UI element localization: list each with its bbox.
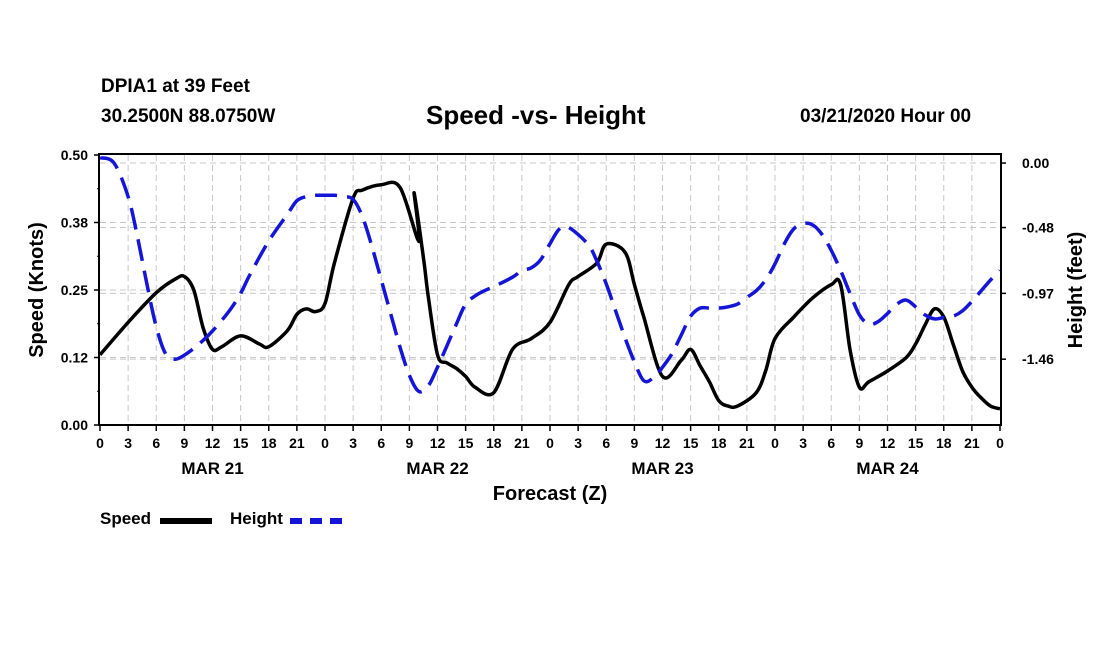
x-tick-label: 21 xyxy=(289,435,305,451)
x-day-label: MAR 24 xyxy=(856,459,919,478)
legend-speed-swatch xyxy=(160,518,212,524)
height-series-line xyxy=(99,155,1002,394)
x-tick-label: 9 xyxy=(855,435,863,451)
x-axis-label: Forecast (Z) xyxy=(493,483,607,505)
x-tick-label: 0 xyxy=(546,435,554,451)
x-tick-label: 0 xyxy=(321,435,329,451)
x-tick-label: 12 xyxy=(880,435,896,451)
forecast-datetime: 03/21/2020 Hour 00 xyxy=(800,106,972,127)
x-tick-label: 15 xyxy=(458,435,474,451)
x-tick-label: 0 xyxy=(96,435,104,451)
y-axis-label-left: Speed (Knots) xyxy=(26,222,48,358)
x-tick-label: 15 xyxy=(908,435,924,451)
y-tick-label-left: 0.50 xyxy=(61,147,88,163)
x-tick-label: 6 xyxy=(602,435,610,451)
x-tick-label: 9 xyxy=(630,435,638,451)
x-tick-label: 18 xyxy=(936,435,952,451)
x-tick-label: 21 xyxy=(964,435,980,451)
station-coordinates: 30.2500N 88.0750W xyxy=(101,106,276,127)
y-tick-label-right: -0.48 xyxy=(1022,220,1054,236)
x-tick-label: 18 xyxy=(261,435,277,451)
x-tick-label: 9 xyxy=(180,435,188,451)
y-tick-label-left: 0.38 xyxy=(61,215,88,231)
x-day-label: MAR 21 xyxy=(181,459,243,478)
station-name: DPIA1 at 39 Feet xyxy=(101,76,250,97)
y-tick-label-left: 0.00 xyxy=(61,417,88,433)
y-tick-label-left: 0.25 xyxy=(61,282,88,298)
x-tick-label: 3 xyxy=(349,435,357,451)
x-tick-label: 0 xyxy=(996,435,1004,451)
y-axis-label-right: Height (feet) xyxy=(1065,232,1087,349)
x-tick-label: 0 xyxy=(771,435,779,451)
x-tick-label: 12 xyxy=(205,435,221,451)
x-tick-label: 3 xyxy=(799,435,807,451)
legend-height-label: Height xyxy=(230,509,283,528)
speed-series-line xyxy=(98,180,1001,411)
axes: 0 3 6 9 12 15 18 21 0 3 6 9 12 15 18 21 0 3 6 9 12 15 18 21 0 3 6 9… xyxy=(61,147,1054,478)
y-tick-label-right: -0.97 xyxy=(1022,285,1054,301)
x-tick-label: 21 xyxy=(739,435,755,451)
y-tick-label-right: 0.00 xyxy=(1022,155,1049,171)
x-tick-label: 15 xyxy=(233,435,249,451)
x-tick-label: 12 xyxy=(655,435,671,451)
legend-height-swatch xyxy=(290,518,342,524)
chart-title: Speed -vs- Height xyxy=(426,100,646,130)
x-tick-label: 21 xyxy=(514,435,530,451)
legend-speed-label: Speed xyxy=(100,509,152,528)
x-tick-label: 3 xyxy=(574,435,582,451)
x-day-label: MAR 23 xyxy=(631,459,693,478)
series xyxy=(98,155,1002,411)
x-tick-label: 12 xyxy=(430,435,446,451)
x-tick-label: 3 xyxy=(124,435,132,451)
x-tick-label: 9 xyxy=(405,435,413,451)
x-tick-label: 18 xyxy=(486,435,502,451)
x-day-label: MAR 22 xyxy=(406,459,468,478)
x-tick-label: 18 xyxy=(711,435,727,451)
x-tick-label: 6 xyxy=(152,435,160,451)
y-tick-label-left: 0.12 xyxy=(61,350,88,366)
x-tick-label: 6 xyxy=(377,435,385,451)
x-tick-label: 15 xyxy=(683,435,699,451)
y-tick-label-right: -1.46 xyxy=(1022,351,1054,367)
x-tick-label: 6 xyxy=(827,435,835,451)
